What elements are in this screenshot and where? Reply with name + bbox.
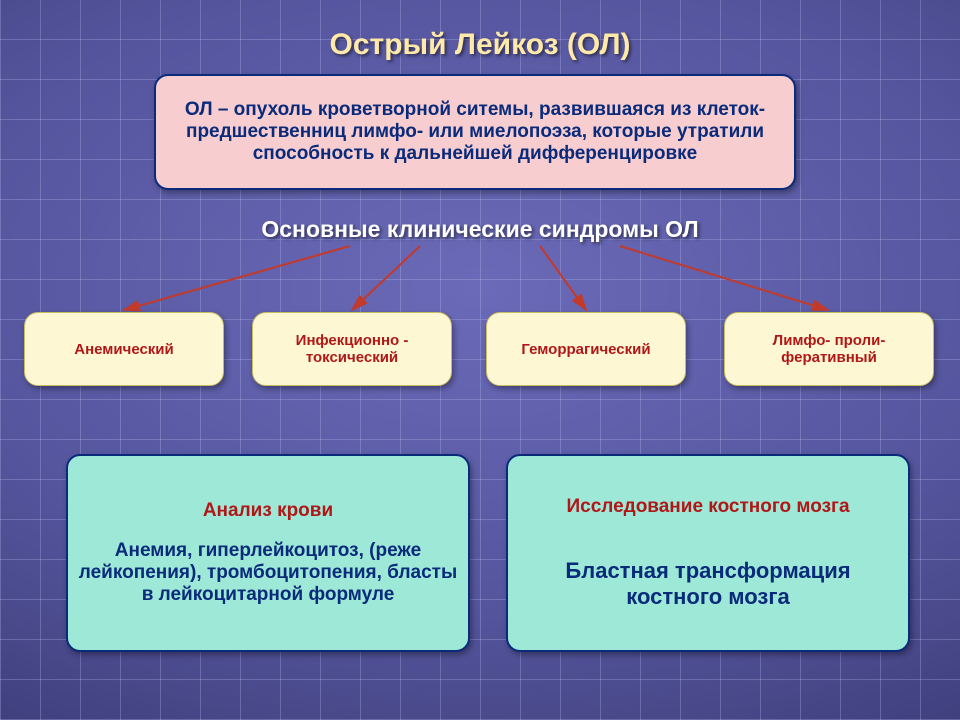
right-panel-inner: Исследование костного мозга Бластная тра… bbox=[508, 490, 908, 616]
syndrome-box: Анемический bbox=[24, 312, 224, 386]
syndrome-label: Лимфо- проли- феративный bbox=[725, 326, 933, 372]
definition-box: ОЛ – опухоль кроветворной ситемы, развив… bbox=[154, 74, 796, 190]
left-panel-title: Анализ крови bbox=[78, 500, 458, 522]
syndrome-box: Геморрагический bbox=[486, 312, 686, 386]
subheading: Основные клинические синдромы ОЛ bbox=[218, 216, 742, 243]
arrow bbox=[352, 246, 420, 310]
syndrome-label: Инфекционно - токсический bbox=[253, 326, 451, 372]
slide-stage: Острый Лейкоз (ОЛ) ОЛ – опухоль кроветво… bbox=[0, 0, 960, 720]
syndrome-label: Геморрагический bbox=[487, 335, 685, 364]
definition-text: ОЛ – опухоль кроветворной ситемы, развив… bbox=[156, 93, 794, 171]
syndrome-box: Лимфо- проли- феративный bbox=[724, 312, 934, 386]
main-title: Острый Лейкоз (ОЛ) bbox=[290, 28, 670, 62]
syndrome-label: Анемический bbox=[25, 335, 223, 364]
arrow bbox=[124, 246, 350, 310]
right-panel: Исследование костного мозга Бластная тра… bbox=[506, 454, 910, 652]
arrow bbox=[540, 246, 586, 310]
left-panel-body: Анемия, гиперлейкоцитоз, (реже лейкопени… bbox=[78, 540, 458, 606]
left-panel: Анализ крови Анемия, гиперлейкоцитоз, (р… bbox=[66, 454, 470, 652]
arrow bbox=[620, 246, 828, 310]
left-panel-inner: Анализ крови Анемия, гиперлейкоцитоз, (р… bbox=[68, 494, 468, 612]
right-panel-body: Бластная трансформация костного мозга bbox=[518, 558, 898, 610]
arrows-group bbox=[124, 246, 828, 310]
syndrome-box: Инфекционно - токсический bbox=[252, 312, 452, 386]
right-panel-title: Исследование костного мозга bbox=[518, 496, 898, 518]
